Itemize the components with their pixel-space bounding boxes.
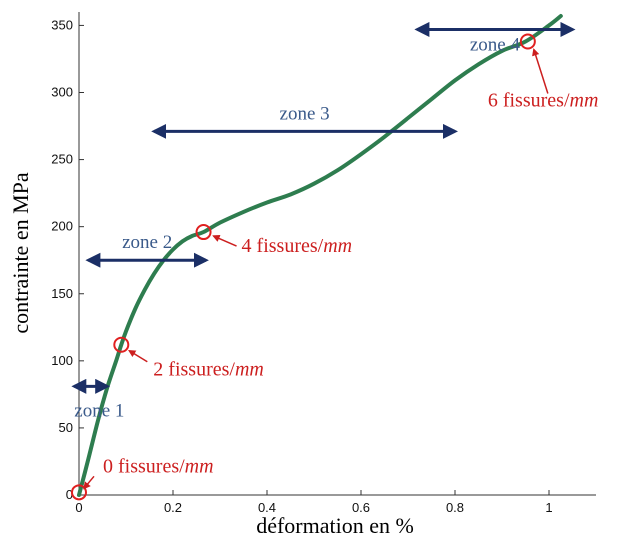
y-tick-label: 150 (51, 286, 73, 301)
x-tick-label: 0.6 (352, 500, 370, 515)
y-tick-label: 200 (51, 219, 73, 234)
y-tick-label: 250 (51, 152, 73, 167)
annotation-arrow (128, 349, 148, 363)
annotation-label: 0 fissures/mm (103, 455, 214, 477)
y-tick-label: 350 (51, 17, 73, 32)
stress-strain-curve (77, 14, 563, 497)
x-tick-label: 1 (545, 500, 552, 515)
zone-label: zone 2 (122, 232, 172, 253)
x-tick-label: 0.2 (164, 500, 182, 515)
annotations-layer: 0 fissures/mm2 fissures/mm4 fissures/mm6… (71, 33, 599, 501)
annotation-label: 4 fissures/mm (242, 235, 353, 257)
annotation-label-count: 6 fissures/ (488, 90, 570, 112)
annotation-label-unit: mm (323, 235, 352, 257)
annotation-label-unit: mm (570, 90, 599, 112)
y-tick-label: 0 (66, 487, 73, 502)
x-ticks: 0 0.2 0.4 0.6 0.8 1 (75, 490, 553, 515)
annotation-arrow (83, 475, 95, 490)
annotation-label-count: 0 fissures/ (103, 455, 185, 477)
x-axis-title: déformation en % (256, 513, 414, 538)
zone-label: zone 1 (74, 400, 124, 421)
y-tick-label: 100 (51, 353, 73, 368)
annotation-label-count: 4 fissures/ (242, 235, 324, 257)
y-tick-label: 50 (59, 420, 73, 435)
crack-marker (519, 33, 536, 50)
annotation-arrow (212, 234, 237, 247)
zone-label: zone 4 (470, 34, 521, 55)
crack-marker (113, 336, 130, 353)
zone-label: zone 3 (280, 103, 330, 124)
annotation-label-count: 2 fissures/ (153, 359, 235, 381)
annotation-label: 6 fissures/mm (488, 90, 599, 112)
annotation-arrow (532, 48, 549, 94)
x-tick-label: 0 (75, 500, 82, 515)
y-ticks: 0 50 100 150 200 250 300 350 (51, 17, 84, 502)
crack-marker (195, 224, 212, 241)
crack-marker (71, 484, 87, 501)
y-tick-label: 300 (51, 85, 73, 100)
y-axis-title: contrainte en MPa (8, 172, 33, 334)
annotation-label: 2 fissures/mm (153, 359, 264, 381)
annotation-label-unit: mm (185, 455, 214, 477)
series-layer (77, 14, 563, 497)
annotation-label-unit: mm (235, 359, 264, 381)
zones-layer: zone 1 zone 2 zone 3 zone 4 (71, 21, 576, 421)
x-tick-label: 0.8 (446, 500, 464, 515)
x-tick-label: 0.4 (258, 500, 276, 515)
